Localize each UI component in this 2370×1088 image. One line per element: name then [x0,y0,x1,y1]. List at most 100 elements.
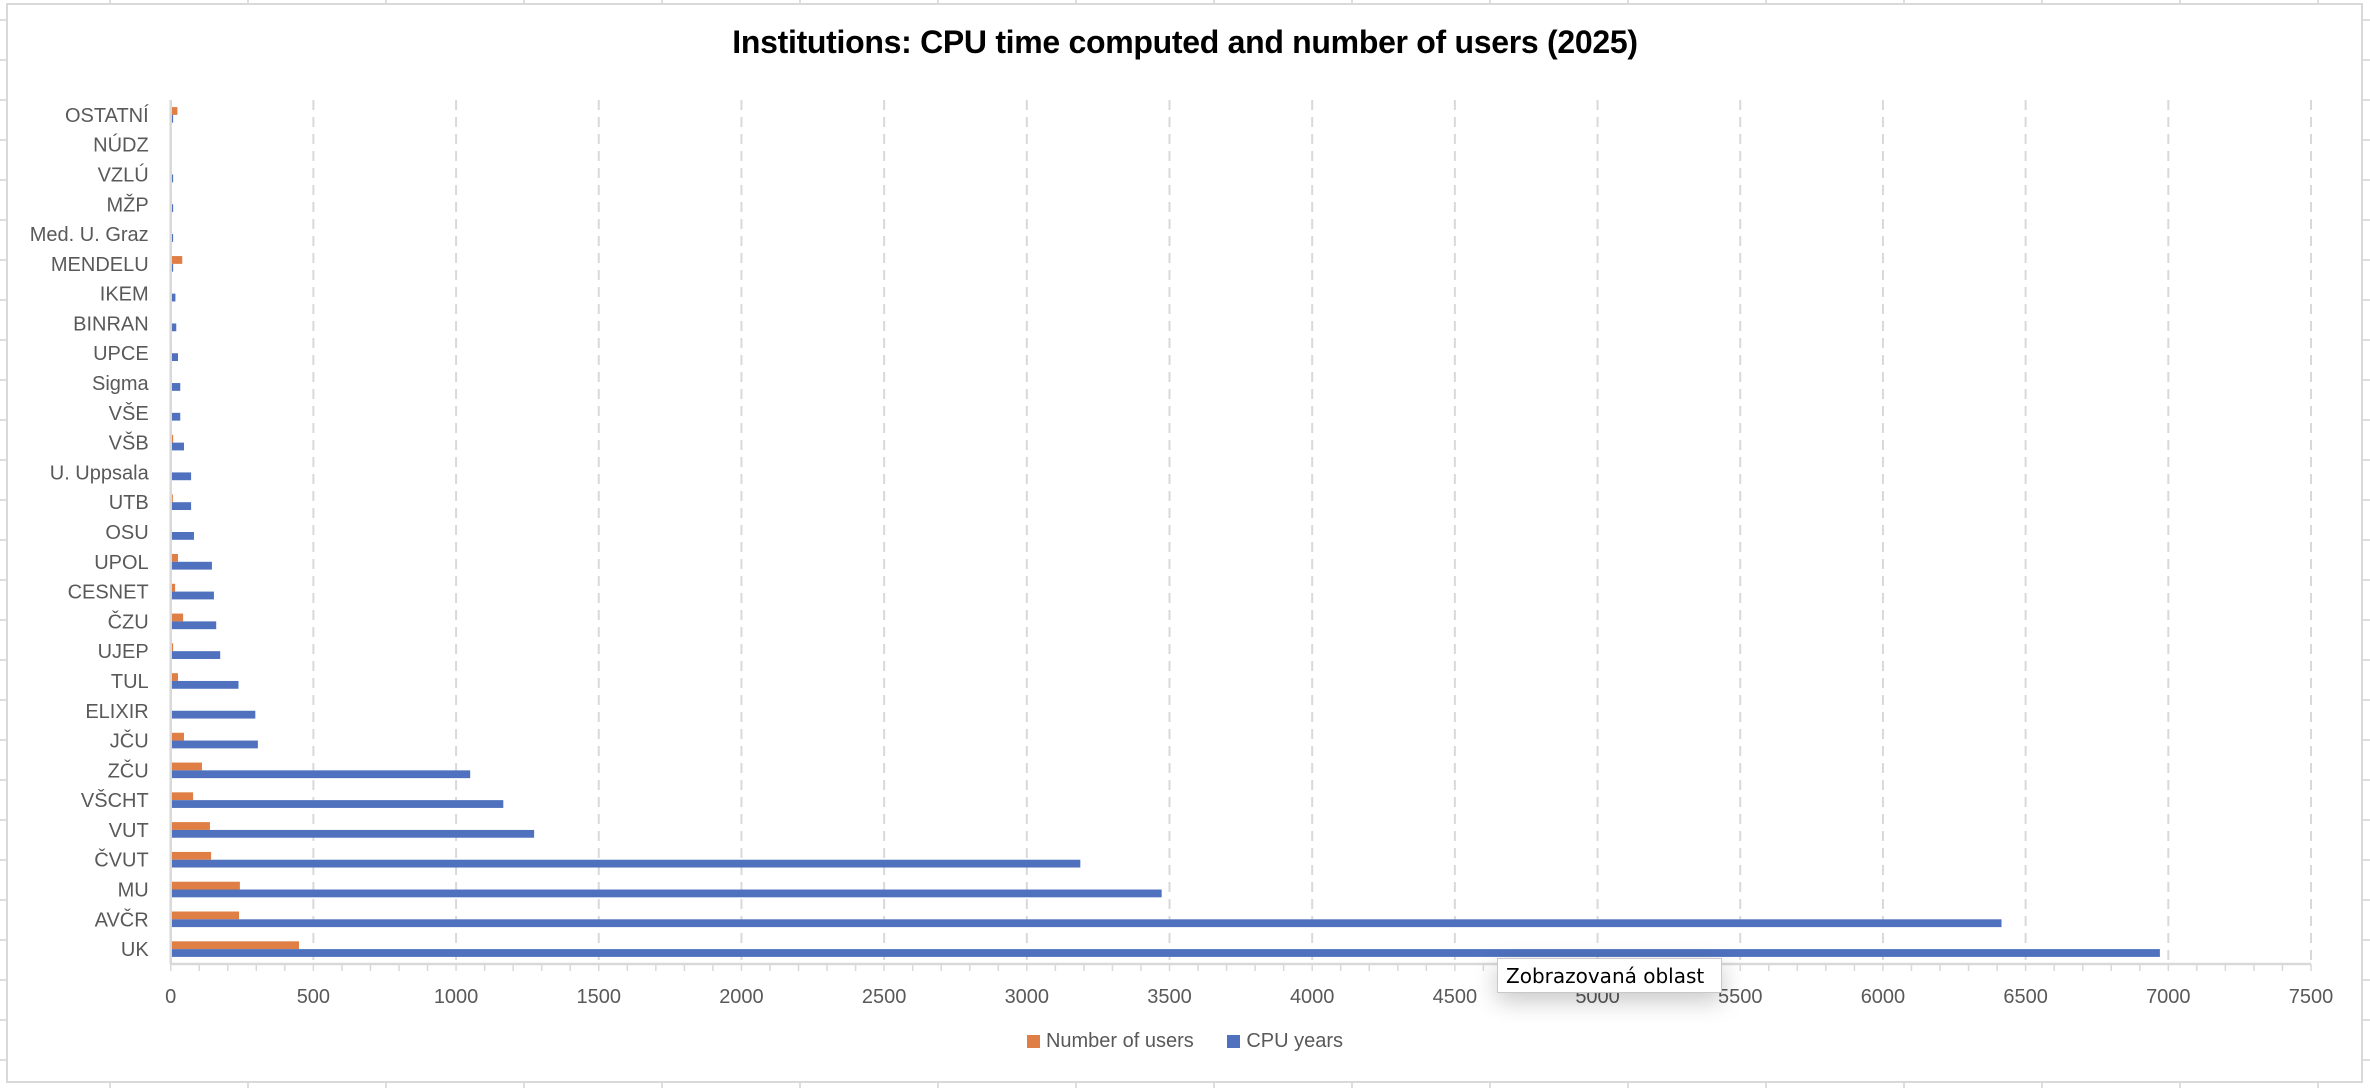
bar-users[interactable] [171,732,184,741]
y-category-label: VŠCHT [81,789,149,812]
bar-cpu-years[interactable] [171,829,535,838]
y-category-label: ELIXIR [85,701,148,723]
y-category-label: VUT [109,820,149,842]
x-tick-label: 3500 [1147,986,1192,1008]
bar-users[interactable] [171,851,212,860]
y-category-label: UJEP [98,641,149,663]
y-category-label: OSU [105,522,148,544]
y-category-label: AVČR [95,908,149,931]
y-category-label: UTB [109,492,149,514]
x-tick-label: 1500 [577,986,622,1008]
chart-title: Institutions: CPU time computed and numb… [732,24,1638,60]
bar-users[interactable] [171,911,240,920]
bar-users[interactable] [171,553,178,562]
bar-users[interactable] [171,762,202,771]
bar-cpu-years[interactable] [171,114,174,123]
x-tick-label: 7500 [2289,986,2334,1008]
y-category-label: JČU [110,730,149,753]
bar-cpu-years[interactable] [171,532,194,540]
y-category-label: VŠB [109,432,149,455]
bar-users[interactable] [171,941,299,950]
legend-label-cpu: CPU years [1246,1030,1344,1052]
x-tick-label: 5500 [1718,986,1763,1008]
bar-cpu-years[interactable] [171,561,212,570]
x-tick-label: 7000 [2146,986,2191,1008]
y-category-label: VZLÚ [98,163,149,186]
bar-cpu-years[interactable] [171,174,174,183]
gridlines [312,100,2312,964]
bar-cpu-years[interactable] [171,263,174,272]
x-tick-label: 1000 [434,986,479,1008]
bar-users[interactable] [171,107,178,115]
bars [171,107,2160,957]
y-category-label: Sigma [92,373,150,395]
legend: Number of users CPU years [0,1030,2370,1054]
y-category-label: NÚDZ [93,134,149,157]
y-category-label: TUL [111,671,149,693]
bar-cpu-years[interactable] [171,293,176,302]
bar-cpu-years[interactable] [171,859,1081,868]
bar-cpu-years[interactable] [171,740,258,749]
y-category-label: U. Uppsala [50,462,150,484]
legend-item-cpu[interactable]: CPU years [1227,1030,1343,1053]
y-category-label: ZČU [108,759,149,782]
x-tick-label: 500 [297,986,330,1008]
bar-users[interactable] [171,494,173,503]
bar-users[interactable] [171,434,174,443]
bar-users[interactable] [171,256,183,264]
bar-cpu-years[interactable] [171,383,181,391]
bar-cpu-years[interactable] [171,919,2002,928]
bar-users[interactable] [171,643,174,652]
y-category-label: MENDELU [51,254,149,276]
legend-label-users: Number of users [1045,1030,1194,1052]
bar-cpu-years[interactable] [171,591,214,600]
axes [169,100,2312,971]
y-category-label: UK [121,939,149,961]
bar-users[interactable] [171,822,210,830]
x-tick-label: 6500 [2003,986,2048,1008]
y-category-label: VŠE [109,402,149,425]
bar-cpu-years[interactable] [171,710,256,719]
bar-users[interactable] [171,792,194,801]
bar-cpu-years[interactable] [171,502,192,511]
y-category-label: UPCE [93,343,149,365]
y-category-label: Med. U. Graz [30,224,149,246]
bar-cpu-years[interactable] [171,472,192,481]
bar-cpu-years[interactable] [171,680,239,689]
bar-cpu-years[interactable] [171,621,217,630]
bar-users[interactable] [171,613,184,622]
bar-cpu-years[interactable] [171,949,2160,957]
bar-users[interactable] [171,583,176,592]
x-tick-label: 4500 [1433,986,1478,1008]
x-tick-label: 6000 [1861,986,1906,1008]
bar-cpu-years[interactable] [171,353,178,362]
y-category-label: IKEM [100,284,149,306]
x-tick-label: 0 [165,986,176,1008]
bar-cpu-years[interactable] [171,442,184,451]
y-category-label: OSTATNÍ [65,104,149,127]
bar-cpu-years[interactable] [171,651,221,659]
bar-cpu-years[interactable] [171,889,1162,898]
bar-users[interactable] [171,673,178,681]
bar-cpu-years[interactable] [171,234,174,242]
bar-users[interactable] [171,881,240,890]
bar-cpu-years[interactable] [171,800,504,808]
y-category-label: UPOL [94,552,148,574]
bar-cpu-years[interactable] [171,412,181,421]
legend-item-users[interactable]: Number of users [1026,1030,1194,1053]
x-tick-label: 2500 [862,986,907,1008]
x-tick-label: 3000 [1005,986,1050,1008]
bar-cpu-years[interactable] [171,770,471,779]
chart-area[interactable] [6,3,2363,1083]
y-category-label: MU [118,880,149,902]
y-category-label: CESNET [68,582,149,604]
legend-swatch-users [1026,1035,1040,1048]
y-category-label: MŽP [106,193,148,216]
x-tick-label: 2000 [719,986,764,1008]
bar-cpu-years[interactable] [171,204,174,213]
x-tick-label: 4000 [1290,986,1335,1008]
y-category-label: ČZU [108,610,149,633]
bar-cpu-years[interactable] [171,323,177,332]
tooltip: Zobrazovaná oblast [1497,958,1722,993]
